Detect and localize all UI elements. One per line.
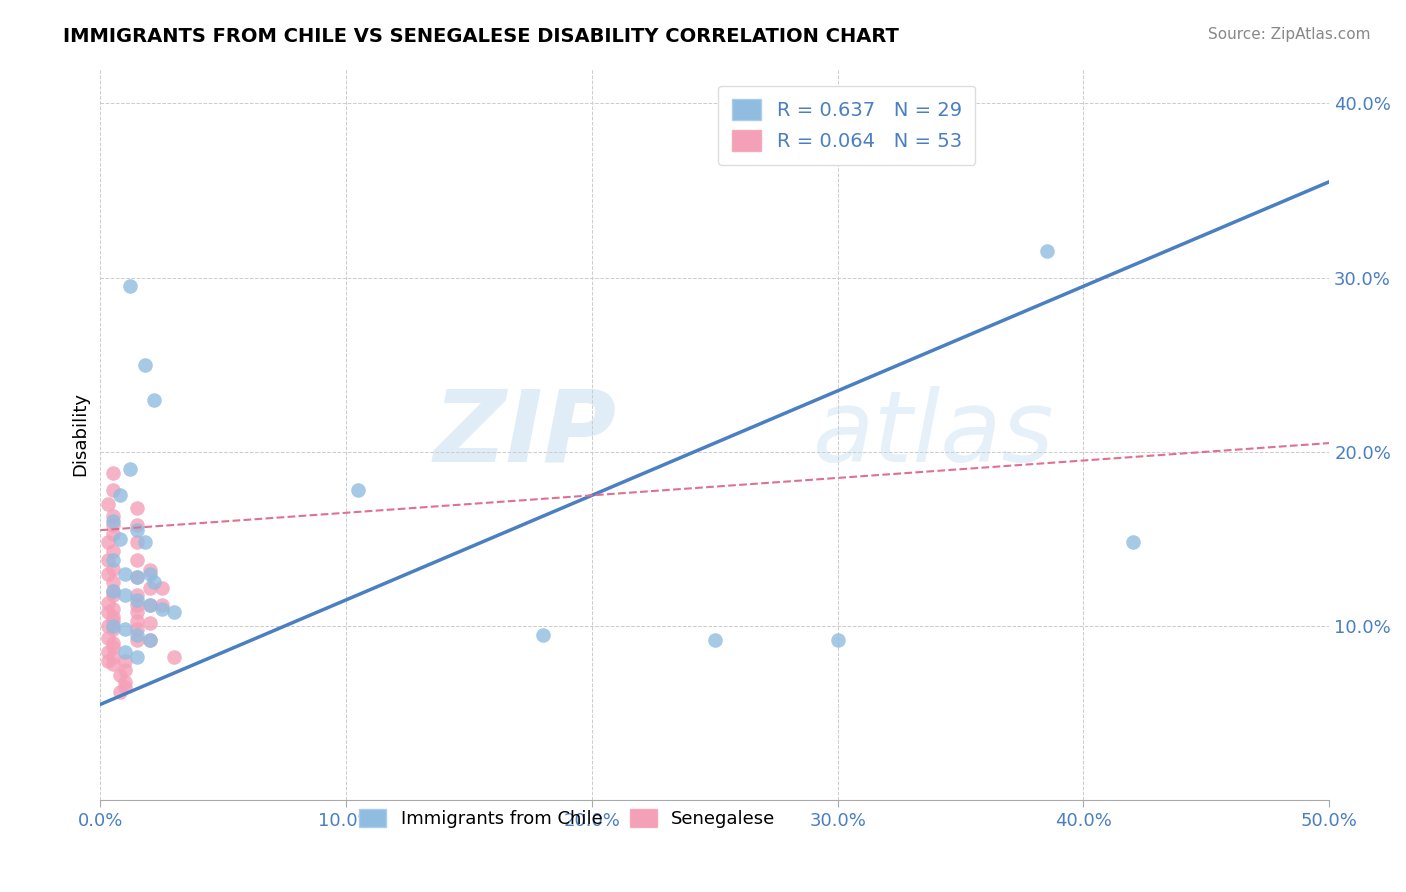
Text: Source: ZipAtlas.com: Source: ZipAtlas.com	[1208, 27, 1371, 42]
Point	[101, 619, 124, 633]
Point	[1122, 535, 1144, 549]
Y-axis label: Disability: Disability	[72, 392, 89, 476]
Point	[108, 667, 131, 681]
Point	[97, 631, 120, 645]
Point	[101, 518, 124, 533]
Point	[97, 553, 120, 567]
Point	[114, 645, 136, 659]
Point	[127, 598, 149, 612]
Point	[101, 614, 124, 628]
Point	[138, 632, 160, 647]
Point	[134, 535, 156, 549]
Text: atlas: atlas	[813, 386, 1054, 483]
Point	[101, 610, 124, 624]
Point	[97, 535, 120, 549]
Point	[127, 614, 149, 628]
Point	[1035, 244, 1057, 259]
Point	[138, 581, 160, 595]
Point	[150, 581, 173, 595]
Point	[118, 279, 141, 293]
Point	[114, 623, 136, 637]
Point	[127, 535, 149, 549]
Point	[97, 497, 120, 511]
Point	[127, 500, 149, 515]
Point	[127, 605, 149, 619]
Point	[101, 588, 124, 602]
Point	[101, 640, 124, 654]
Point	[127, 650, 149, 665]
Point	[101, 657, 124, 672]
Point	[347, 483, 370, 497]
Point	[101, 636, 124, 650]
Point	[531, 628, 554, 642]
Point	[101, 584, 124, 599]
Point	[150, 601, 173, 615]
Point	[97, 645, 120, 659]
Point	[108, 532, 131, 546]
Point	[138, 598, 160, 612]
Point	[127, 628, 149, 642]
Point	[114, 680, 136, 694]
Point	[163, 650, 186, 665]
Legend: Immigrants from Chile, Senegalese: Immigrants from Chile, Senegalese	[352, 801, 783, 835]
Point	[138, 566, 160, 581]
Point	[108, 685, 131, 699]
Point	[114, 566, 136, 581]
Point	[127, 523, 149, 537]
Point	[114, 674, 136, 689]
Text: ZIP: ZIP	[433, 386, 616, 483]
Point	[114, 654, 136, 668]
Point	[101, 544, 124, 558]
Point	[97, 596, 120, 610]
Point	[138, 598, 160, 612]
Point	[827, 632, 849, 647]
Point	[101, 509, 124, 524]
Point	[101, 575, 124, 590]
Point	[134, 358, 156, 372]
Point	[127, 570, 149, 584]
Point	[127, 518, 149, 533]
Point	[127, 588, 149, 602]
Point	[143, 392, 166, 407]
Point	[138, 615, 160, 630]
Point	[127, 570, 149, 584]
Point	[101, 584, 124, 599]
Point	[97, 654, 120, 668]
Point	[97, 566, 120, 581]
Point	[108, 488, 131, 502]
Point	[114, 663, 136, 677]
Point	[101, 650, 124, 665]
Point	[127, 553, 149, 567]
Point	[118, 462, 141, 476]
Point	[101, 515, 124, 529]
Text: IMMIGRANTS FROM CHILE VS SENEGALESE DISABILITY CORRELATION CHART: IMMIGRANTS FROM CHILE VS SENEGALESE DISA…	[63, 27, 900, 45]
Point	[101, 526, 124, 541]
Point	[163, 605, 186, 619]
Point	[127, 623, 149, 637]
Point	[143, 575, 166, 590]
Point	[150, 598, 173, 612]
Point	[101, 623, 124, 637]
Point	[101, 561, 124, 575]
Point	[97, 605, 120, 619]
Point	[97, 619, 120, 633]
Point	[127, 593, 149, 607]
Point	[138, 632, 160, 647]
Point	[101, 601, 124, 615]
Point	[703, 632, 725, 647]
Point	[101, 553, 124, 567]
Point	[127, 632, 149, 647]
Point	[114, 588, 136, 602]
Point	[101, 466, 124, 480]
Point	[138, 563, 160, 577]
Point	[101, 483, 124, 497]
